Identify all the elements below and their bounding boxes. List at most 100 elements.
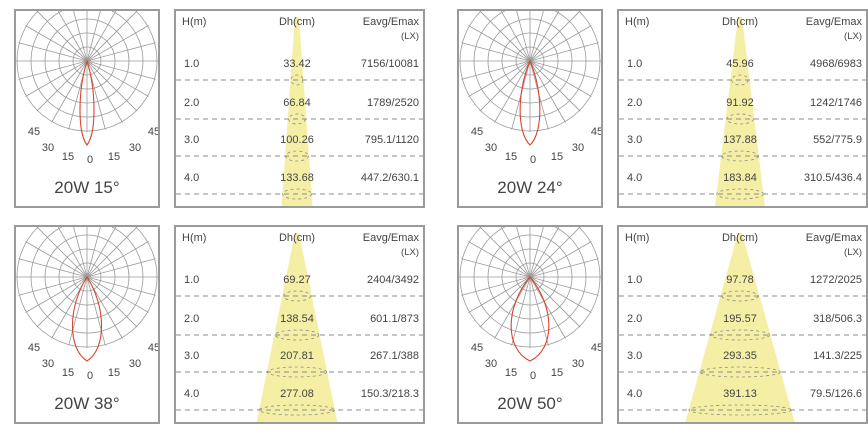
header-unit: (LX) <box>401 31 419 42</box>
polar-diagram-box: 45 30 15 0 15 30 45 20W 50° <box>457 225 603 424</box>
angle-label-right-15: 15 <box>108 367 120 379</box>
angle-label-left-30: 30 <box>485 358 497 370</box>
angle-label-left-45: 45 <box>471 342 483 354</box>
light-distribution-curve <box>510 276 550 362</box>
row-diameter: 195.57 <box>723 313 757 325</box>
row-diameter: 66.84 <box>283 97 311 109</box>
illuminance-table: H(m) Dh(cm) Eavg/Emax (LX) 1.0 45.96 4968/6983… <box>619 16 866 206</box>
beam-cone <box>685 233 795 422</box>
angle-label-left-15: 15 <box>62 367 74 379</box>
angle-label-right-30: 30 <box>572 142 584 154</box>
row-illuminance: 1272/2025 <box>810 274 862 286</box>
light-distribution-curve <box>519 59 541 146</box>
row-illuminance: 1242/1746 <box>810 97 862 109</box>
light-panel: 45 30 15 0 15 30 45 20W 15° H(m) Dh(cm) Eavg/Emax(… <box>14 9 425 208</box>
light-distribution-curve <box>79 59 95 146</box>
angle-label-right-30: 30 <box>129 358 141 370</box>
header-illuminance: Eavg/Emax <box>806 232 863 244</box>
beam-spot-ellipse <box>290 74 304 86</box>
angle-label-left-45: 45 <box>471 126 483 138</box>
row-illuminance: 1789/2520 <box>367 97 419 109</box>
header-unit: (LX) <box>844 247 862 258</box>
polar-grid <box>459 227 601 348</box>
angle-label-right-45: 45 <box>591 126 601 138</box>
row-diameter: 277.08 <box>280 388 314 400</box>
row-diameter: 207.81 <box>280 350 314 362</box>
row-height: 3.0 <box>184 350 199 362</box>
row-height: 3.0 <box>627 134 642 146</box>
header-height: H(m) <box>182 16 206 28</box>
header-diameter: Dh(cm) <box>722 232 758 244</box>
row-illuminance: 4968/6983 <box>810 58 862 70</box>
row-illuminance: 79.5/126.6 <box>810 388 862 400</box>
angle-label-left-45: 45 <box>28 126 40 138</box>
header-height: H(m) <box>625 232 649 244</box>
header-unit: (LX) <box>844 31 862 42</box>
row-diameter: 138.54 <box>280 313 314 325</box>
row-illuminance: 601.1/873 <box>370 313 419 325</box>
beam-spot-ellipse <box>266 366 328 378</box>
illuminance-table: H(m) Dh(cm) Eavg/Emax (LX) 1.0 97.78 1272/2025… <box>619 232 866 422</box>
polar-diagram-box: 45 30 15 0 15 30 45 20W 38° <box>14 225 160 424</box>
illuminance-table: H(m) Dh(cm) Eavg/Emax (LX) 1.0 33.42 7156/1008… <box>176 16 423 206</box>
row-illuminance: 7156/10081 <box>361 58 419 70</box>
row-diameter: 33.42 <box>283 58 311 70</box>
row-height: 2.0 <box>627 97 642 109</box>
row-height: 4.0 <box>184 388 199 400</box>
beam-spot-ellipse <box>726 113 754 125</box>
header-diameter: Dh(cm) <box>279 232 315 244</box>
row-illuminance: 552/775.9 <box>813 134 862 146</box>
beam-spot-ellipse <box>688 404 792 416</box>
beam-spot-ellipse <box>283 290 311 302</box>
angle-label-left-30: 30 <box>42 358 54 370</box>
illuminance-table-box: H(m) Dh(cm) Eavg/Emax (LX) 1.0 45.96 4968/6983… <box>617 9 868 208</box>
header-height: H(m) <box>182 232 206 244</box>
beam-cone <box>715 17 765 206</box>
angle-label-right-30: 30 <box>129 142 141 154</box>
row-height: 2.0 <box>184 97 199 109</box>
angle-label-right-30: 30 <box>572 358 584 370</box>
row-illuminance: 795.1/1120 <box>365 134 419 146</box>
row-height: 3.0 <box>627 350 642 362</box>
polar-diagram-box: 45 30 15 0 15 30 45 20W 24° <box>457 9 603 208</box>
angle-label-right-15: 15 <box>108 151 120 163</box>
beam-spot-ellipse <box>288 113 306 125</box>
row-height: 4.0 <box>627 388 642 400</box>
row-height: 4.0 <box>627 172 642 184</box>
row-height: 3.0 <box>184 134 199 146</box>
angle-label-left-15: 15 <box>505 151 517 163</box>
light-panel: 45 30 15 0 15 30 45 20W 50° H(m) Dh(cm) Eavg/Emax(… <box>457 225 868 424</box>
header-height: H(m) <box>625 16 649 28</box>
angle-label-zero: 0 <box>530 370 536 382</box>
row-diameter: 97.78 <box>726 274 754 286</box>
angle-label-right-45: 45 <box>148 342 158 354</box>
beam-spot-ellipse <box>699 366 781 378</box>
row-diameter: 69.27 <box>283 274 311 286</box>
row-diameter: 45.96 <box>726 58 754 70</box>
light-panel: 45 30 15 0 15 30 45 20W 24° H(m) Dh(cm) Eavg/Emax(… <box>457 9 868 208</box>
polar-grid <box>16 227 158 348</box>
row-height: 2.0 <box>184 313 199 325</box>
header-illuminance: Eavg/Emax <box>806 16 863 28</box>
header-unit: (LX) <box>401 247 419 258</box>
angle-label-left-45: 45 <box>28 342 40 354</box>
fixture-label: 20W 38° <box>54 394 119 413</box>
row-diameter: 137.88 <box>723 134 757 146</box>
light-distribution-curve <box>72 275 102 362</box>
header-diameter: Dh(cm) <box>279 16 315 28</box>
angle-label-left-30: 30 <box>42 142 54 154</box>
row-height: 4.0 <box>184 172 199 184</box>
row-diameter: 391.13 <box>723 388 757 400</box>
row-height: 1.0 <box>627 58 642 70</box>
beam-spot-ellipse <box>721 150 759 162</box>
row-illuminance: 318/506.3 <box>813 313 862 325</box>
angle-label-left-15: 15 <box>62 151 74 163</box>
row-diameter: 293.35 <box>723 350 757 362</box>
header-illuminance: Eavg/Emax <box>363 232 420 244</box>
beam-spot-ellipse <box>285 150 309 162</box>
angle-label-right-15: 15 <box>551 367 563 379</box>
beam-spot-ellipse <box>258 404 336 416</box>
polar-diagram-box: 45 30 15 0 15 30 45 20W 15° <box>14 9 160 208</box>
